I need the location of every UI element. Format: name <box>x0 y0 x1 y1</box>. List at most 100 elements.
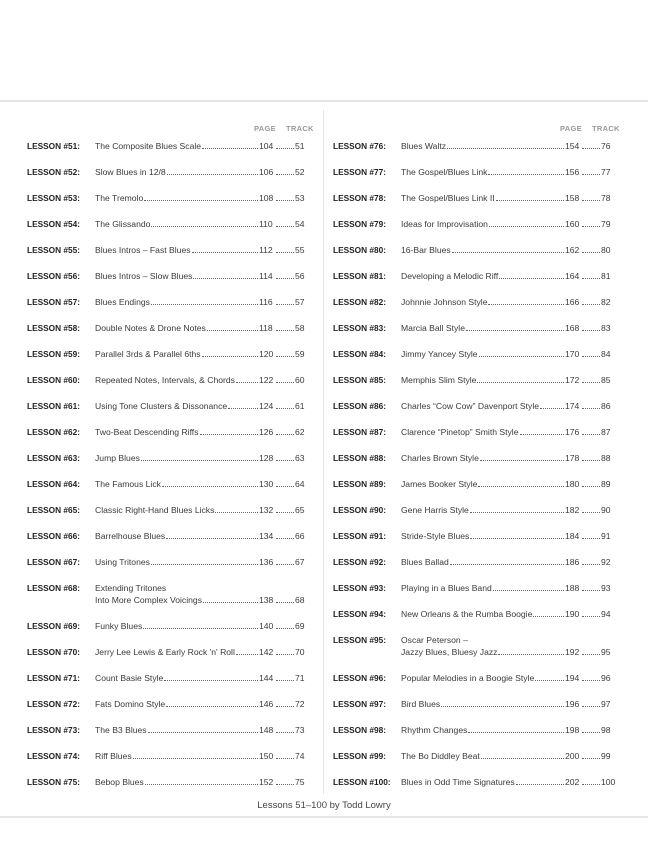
dot-leader <box>582 732 600 733</box>
page-number: 184 <box>565 531 580 541</box>
lesson-number: LESSON #52: <box>27 167 81 177</box>
toc-entry[interactable]: LESSON #55: Blues Intros – Fast Blues 112 5… <box>27 244 307 256</box>
toc-entry[interactable]: LESSON #79: Ideas for Improvisation 160 79 <box>333 218 613 230</box>
lesson-number: LESSON #56: <box>27 271 81 281</box>
lesson-title: Two-Beat Descending Riffs <box>95 427 199 437</box>
track-number: 82 <box>601 297 611 307</box>
lesson-title: Popular Melodies in a Boogie Style <box>401 673 535 683</box>
lesson-title: Marcia Ball Style <box>401 323 465 333</box>
toc-entry[interactable]: LESSON #87: Clarence “Pinetop” Smith Styl… <box>333 426 613 438</box>
track-number: 64 <box>295 479 305 489</box>
toc-entry[interactable]: LESSON #78: The Gospel/Blues Link II 158 78 <box>333 192 613 204</box>
toc-entry[interactable]: LESSON #56: Blues Intros – Slow Blues 114 5… <box>27 270 307 282</box>
toc-entry[interactable]: LESSON #83: Marcia Ball Style 168 83 <box>333 322 613 334</box>
lesson-number: LESSON #63: <box>27 453 81 463</box>
toc-entry[interactable]: LESSON #53: The Tremolo 108 53 <box>27 192 307 204</box>
track-number: 75 <box>295 777 305 787</box>
toc-entry[interactable]: LESSON #81: Developing a Melodic Riff 164 8… <box>333 270 613 282</box>
toc-entry[interactable]: LESSON #97: Bird Blues 196 97 <box>333 698 613 710</box>
toc-entry[interactable]: LESSON #63: Jump Blues 128 63 <box>27 452 307 464</box>
lesson-title: Repeated Notes, Intervals, & Chords <box>95 375 235 385</box>
lesson-number: LESSON #90: <box>333 505 387 515</box>
lesson-title: Charles Brown Style <box>401 453 479 463</box>
lesson-title: Clarence “Pinetop” Smith Style <box>401 427 519 437</box>
page-number: 196 <box>565 699 580 709</box>
toc-entry[interactable]: LESSON #85: Memphis Slim Style 172 85 <box>333 374 613 386</box>
toc-entry[interactable]: LESSON #69: Funky Blues 140 69 <box>27 620 307 632</box>
lesson-number: LESSON #58: <box>27 323 81 333</box>
toc-entry[interactable]: LESSON #100: Blues in Odd Time Signatures… <box>333 776 615 788</box>
toc-entry[interactable]: LESSON #90: Gene Harris Style 182 90 <box>333 504 613 516</box>
toc-entry[interactable]: LESSON #54: The Glissando 110 54 <box>27 218 307 230</box>
lesson-number: LESSON #74: <box>27 751 81 761</box>
lesson-number: LESSON #83: <box>333 323 387 333</box>
toc-entry[interactable]: LESSON #94: New Orleans & the Rumba Boogi… <box>333 608 613 620</box>
lesson-number: LESSON #59: <box>27 349 81 359</box>
toc-entry[interactable]: LESSON #86: Charles “Cow Cow” Davenport S… <box>333 400 613 412</box>
toc-entry[interactable]: LESSON #95: Oscar Peterson – Jazzy Blues, … <box>333 634 613 657</box>
toc-entry[interactable]: LESSON #71: Count Basie Style 144 71 <box>27 672 307 684</box>
toc-entry[interactable]: LESSON #91: Stride-Style Blues 184 91 <box>333 530 613 542</box>
dot-leader <box>582 564 600 565</box>
toc-entry[interactable]: LESSON #62: Two-Beat Descending Riffs 126 6… <box>27 426 307 438</box>
toc-entry[interactable]: LESSON #58: Double Notes & Drone Notes 118… <box>27 322 307 334</box>
toc-entry[interactable]: LESSON #74: Riff Blues 150 74 <box>27 750 307 762</box>
toc-entry[interactable]: LESSON #75: Bebop Blues 152 75 <box>27 776 307 788</box>
dot-leader <box>166 706 258 707</box>
lesson-number: LESSON #94: <box>333 609 387 619</box>
toc-entry[interactable]: LESSON #80: 16-Bar Blues 162 80 <box>333 244 613 256</box>
lesson-number: LESSON #69: <box>27 621 81 631</box>
toc-entry[interactable]: LESSON #73: The B3 Blues 148 73 <box>27 724 307 736</box>
lesson-title: The Bo Diddley Beat <box>401 751 480 761</box>
lesson-number: LESSON #84: <box>333 349 387 359</box>
toc-entry[interactable]: LESSON #67: Using Tritones 136 67 <box>27 556 307 568</box>
dot-leader <box>582 512 600 513</box>
toc-entry[interactable]: LESSON #92: Blues Ballad 186 92 <box>333 556 613 568</box>
toc-entry[interactable]: LESSON #66: Barrelhouse Blues 134 66 <box>27 530 307 542</box>
lesson-number: LESSON #89: <box>333 479 387 489</box>
page-number: 182 <box>565 505 580 515</box>
toc-entry[interactable]: LESSON #99: The Bo Diddley Beat 200 99 <box>333 750 613 762</box>
dot-leader <box>144 200 258 201</box>
toc-entry[interactable]: LESSON #82: Johnnie Johnson Style 166 82 <box>333 296 613 308</box>
toc-entry[interactable]: LESSON #64: The Famous Lick 130 64 <box>27 478 307 490</box>
page-number: 178 <box>565 453 580 463</box>
toc-entry[interactable]: LESSON #70: Jerry Lee Lewis & Early Rock … <box>27 646 307 658</box>
dot-leader <box>161 486 258 487</box>
toc-entry[interactable]: LESSON #61: Using Tone Clusters & Dissona… <box>27 400 307 412</box>
toc-entry[interactable]: LESSON #93: Playing in a Blues Band 188 93 <box>333 582 613 594</box>
page-number: 190 <box>565 609 580 619</box>
lesson-number: LESSON #88: <box>333 453 387 463</box>
toc-entry[interactable]: LESSON #77: The Gospel/Blues Link 156 77 <box>333 166 613 178</box>
toc-entry[interactable]: LESSON #52: Slow Blues in 12/8 106 52 <box>27 166 307 178</box>
dot-leader <box>582 382 600 383</box>
dot-leader <box>206 330 258 331</box>
toc-entry[interactable]: LESSON #68: Extending Tritones Into More C… <box>27 582 307 605</box>
toc-entry[interactable]: LESSON #57: Blues Endings 116 57 <box>27 296 307 308</box>
page-number: 170 <box>565 349 580 359</box>
toc-entry[interactable]: LESSON #65: Classic Right-Hand Blues Lick… <box>27 504 307 516</box>
toc-entry[interactable]: LESSON #60: Repeated Notes, Intervals, & … <box>27 374 307 386</box>
dot-leader <box>515 784 564 785</box>
toc-entry[interactable]: LESSON #59: Parallel 3rds & Parallel 6ths… <box>27 348 307 360</box>
dot-leader <box>150 564 258 565</box>
toc-entry[interactable]: LESSON #84: Jimmy Yancey Style 170 84 <box>333 348 613 360</box>
toc-entry[interactable]: LESSON #89: James Booker Style 180 89 <box>333 478 613 490</box>
lesson-number: LESSON #79: <box>333 219 387 229</box>
track-number: 60 <box>295 375 305 385</box>
page-number: 174 <box>565 401 580 411</box>
page-number: 120 <box>259 349 274 359</box>
toc-entry[interactable]: LESSON #98: Rhythm Changes 198 98 <box>333 724 613 736</box>
toc-entry[interactable]: LESSON #88: Charles Brown Style 178 88 <box>333 452 613 464</box>
track-number: 92 <box>601 557 611 567</box>
page-number: 116 <box>259 297 273 307</box>
track-number: 94 <box>601 609 611 619</box>
dot-leader <box>498 654 564 655</box>
dot-leader <box>582 680 600 681</box>
dot-leader <box>201 356 258 357</box>
toc-entry[interactable]: LESSON #76: Blues Waltz 154 76 <box>333 140 613 152</box>
page-number: 146 <box>259 699 274 709</box>
toc-entry[interactable]: LESSON #72: Fats Domino Style 146 72 <box>27 698 307 710</box>
toc-entry[interactable]: LESSON #96: Popular Melodies in a Boogie … <box>333 672 613 684</box>
toc-entry[interactable]: LESSON #51: The Composite Blues Scale 104 5… <box>27 140 307 152</box>
